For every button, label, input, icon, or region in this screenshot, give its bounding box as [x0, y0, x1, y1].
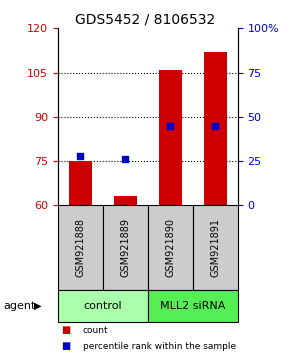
Bar — [193, 205, 238, 290]
Text: ▶: ▶ — [34, 301, 41, 311]
Bar — [204, 52, 226, 205]
Bar — [58, 205, 103, 290]
Text: GDS5452 / 8106532: GDS5452 / 8106532 — [75, 12, 215, 27]
Text: count: count — [83, 326, 108, 335]
Point — [213, 123, 218, 129]
Text: percentile rank within the sample: percentile rank within the sample — [83, 342, 236, 350]
Point — [168, 123, 173, 129]
Point — [123, 156, 128, 162]
Point — [78, 153, 83, 159]
Bar — [148, 205, 193, 290]
Bar — [114, 196, 137, 205]
Bar — [58, 290, 148, 322]
Bar — [103, 205, 148, 290]
Text: GSM921891: GSM921891 — [210, 218, 220, 277]
Bar — [148, 290, 238, 322]
Text: GSM921889: GSM921889 — [120, 218, 130, 277]
Bar — [69, 161, 92, 205]
Text: ■: ■ — [61, 341, 70, 351]
Text: MLL2 siRNA: MLL2 siRNA — [160, 301, 226, 311]
Bar — [159, 70, 182, 205]
Text: ■: ■ — [61, 325, 70, 335]
Text: GSM921888: GSM921888 — [75, 218, 86, 277]
Text: control: control — [84, 301, 122, 311]
Text: GSM921890: GSM921890 — [165, 218, 175, 277]
Text: agent: agent — [3, 301, 35, 311]
